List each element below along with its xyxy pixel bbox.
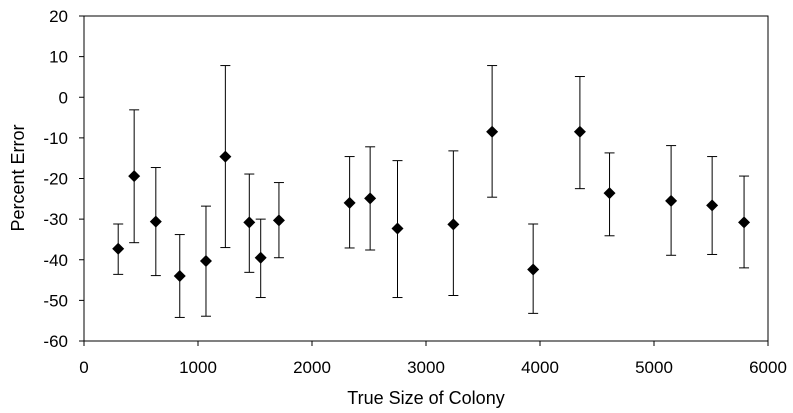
y-tick-label: -60 (43, 332, 68, 351)
data-point (199, 254, 212, 267)
data-point (706, 199, 719, 212)
y-tick-label: -50 (43, 291, 68, 310)
data-point (364, 192, 377, 205)
data-point (112, 242, 125, 255)
y-tick-labels: -60 -50 -40 -30 -20 -10 0 10 20 (43, 7, 68, 351)
data-point (527, 263, 540, 276)
y-tick-label: -40 (43, 251, 68, 270)
axis-ticks (79, 15, 769, 346)
x-tick-label: 0 (79, 358, 88, 377)
data-point (219, 150, 232, 163)
y-tick-label: -20 (43, 170, 68, 189)
data-point (254, 251, 267, 264)
data-point (149, 215, 162, 228)
data-point (173, 270, 186, 282)
y-tick-label: 20 (49, 7, 68, 26)
x-tick-label: 1000 (179, 358, 217, 377)
x-tick-label: 3000 (407, 358, 445, 377)
y-tick-label: 0 (59, 88, 68, 107)
data-point (665, 194, 678, 207)
data-point (128, 170, 141, 183)
x-tick-label: 2000 (293, 358, 331, 377)
data-point (447, 218, 460, 231)
error-bars (113, 65, 750, 318)
y-tick-label: -30 (43, 210, 68, 229)
data-markers (112, 125, 751, 282)
x-tick-label: 6000 (749, 358, 787, 377)
data-point (272, 214, 285, 227)
plot-area (83, 15, 769, 342)
x-tick-label: 5000 (635, 358, 673, 377)
data-point (486, 125, 499, 138)
data-point (243, 216, 256, 229)
y-tick-label: 10 (49, 48, 68, 67)
data-point (738, 216, 751, 229)
x-tick-label: 4000 (521, 358, 559, 377)
x-axis-label: True Size of Colony (347, 388, 504, 408)
plot-border (83, 15, 769, 342)
data-point (343, 196, 356, 209)
data-point (573, 125, 586, 138)
data-point (391, 222, 404, 235)
y-axis-label: Percent Error (8, 124, 28, 231)
data-point (603, 187, 616, 200)
x-tick-labels: 0 1000 2000 3000 4000 5000 6000 (79, 358, 787, 377)
y-tick-label: -10 (43, 129, 68, 148)
